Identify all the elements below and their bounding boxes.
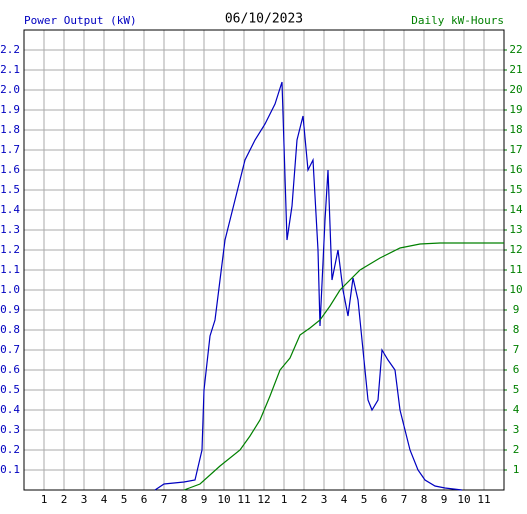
x-tick-label: 3 bbox=[81, 493, 88, 506]
y2-tick-label: 15 bbox=[509, 183, 522, 196]
y2-tick-label: 21 bbox=[509, 63, 522, 76]
y-tick-label: 0.1 bbox=[0, 463, 20, 476]
y2-tick-label: 6 bbox=[513, 363, 520, 376]
y2-tick-label: 13 bbox=[509, 223, 522, 236]
x-tick-label: 9 bbox=[441, 493, 448, 506]
y-tick-label: 1.3 bbox=[0, 223, 20, 236]
x-tick-label: 1 bbox=[281, 493, 288, 506]
x-tick-label: 2 bbox=[301, 493, 308, 506]
y2-tick-label: 3 bbox=[513, 423, 520, 436]
x-tick-label: 9 bbox=[201, 493, 208, 506]
x-tick-label: 2 bbox=[61, 493, 68, 506]
x-tick-label: 11 bbox=[237, 493, 250, 506]
y-tick-label: 2.0 bbox=[0, 83, 20, 96]
y2-tick-label: 17 bbox=[509, 143, 522, 156]
x-tick-label: 8 bbox=[181, 493, 188, 506]
x-tick-label: 10 bbox=[217, 493, 230, 506]
y2-tick-label: 14 bbox=[509, 203, 523, 216]
y2-tick-label: 20 bbox=[509, 83, 522, 96]
x-tick-label: 11 bbox=[477, 493, 490, 506]
x-tick-label: 6 bbox=[141, 493, 148, 506]
y-tick-label: 0.2 bbox=[0, 443, 20, 456]
y2-tick-label: 2 bbox=[513, 443, 520, 456]
y-tick-label: 0.3 bbox=[0, 423, 20, 436]
x-tick-label: 8 bbox=[421, 493, 428, 506]
x-tick-label: 6 bbox=[381, 493, 388, 506]
x-tick-label: 7 bbox=[161, 493, 168, 506]
y-tick-label: 1.2 bbox=[0, 243, 20, 256]
y-tick-label: 0.9 bbox=[0, 303, 20, 316]
y2-tick-label: 22 bbox=[509, 43, 522, 56]
y-tick-label: 1.6 bbox=[0, 163, 20, 176]
x-tick-label: 7 bbox=[401, 493, 408, 506]
y2-tick-label: 8 bbox=[513, 323, 520, 336]
y-tick-label: 0.7 bbox=[0, 343, 20, 356]
y2-tick-label: 10 bbox=[509, 283, 522, 296]
y2-tick-label: 4 bbox=[513, 403, 520, 416]
y-axis-label: Power Output (kW) bbox=[24, 14, 137, 27]
y-tick-label: 1.1 bbox=[0, 263, 20, 276]
y2-tick-label: 11 bbox=[509, 263, 522, 276]
x-tick-label: 3 bbox=[321, 493, 328, 506]
y2-tick-label: 7 bbox=[513, 343, 520, 356]
y-tick-label: 2.2 bbox=[0, 43, 20, 56]
plot-frame bbox=[23, 29, 505, 491]
y-tick-label: 0.8 bbox=[0, 323, 20, 336]
y-tick-label: 1.0 bbox=[0, 283, 20, 296]
y2-tick-label: 16 bbox=[509, 163, 522, 176]
y2-tick-label: 19 bbox=[509, 103, 522, 116]
y-tick-label: 1.4 bbox=[0, 203, 20, 216]
y2-tick-label: 18 bbox=[509, 123, 522, 136]
y-tick-label: 1.5 bbox=[0, 183, 20, 196]
y-tick-label: 1.7 bbox=[0, 143, 20, 156]
x-tick-label: 4 bbox=[341, 493, 348, 506]
y2-tick-label: 5 bbox=[513, 383, 520, 396]
y2-tick-label: 1 bbox=[513, 463, 520, 476]
data-line bbox=[154, 81, 463, 491]
data-line bbox=[183, 242, 504, 491]
y-tick-label: 2.1 bbox=[0, 63, 20, 76]
y-tick-label: 1.8 bbox=[0, 123, 20, 136]
chart-title: 06/10/2023 bbox=[225, 12, 303, 27]
y2-tick-label: 9 bbox=[513, 303, 520, 316]
y2-tick-label: 12 bbox=[509, 243, 522, 256]
x-tick-label: 1 bbox=[41, 493, 48, 506]
x-tick-label: 5 bbox=[121, 493, 128, 506]
y2-axis-label: Daily kW-Hours bbox=[411, 14, 504, 27]
x-tick-label: 12 bbox=[257, 493, 270, 506]
y-tick-label: 1.9 bbox=[0, 103, 20, 116]
y-tick-label: 0.4 bbox=[0, 403, 20, 416]
x-tick-label: 4 bbox=[101, 493, 108, 506]
y-tick-label: 0.6 bbox=[0, 363, 20, 376]
x-tick-label: 5 bbox=[361, 493, 368, 506]
y-tick-label: 0.5 bbox=[0, 383, 20, 396]
x-tick-label: 10 bbox=[457, 493, 470, 506]
